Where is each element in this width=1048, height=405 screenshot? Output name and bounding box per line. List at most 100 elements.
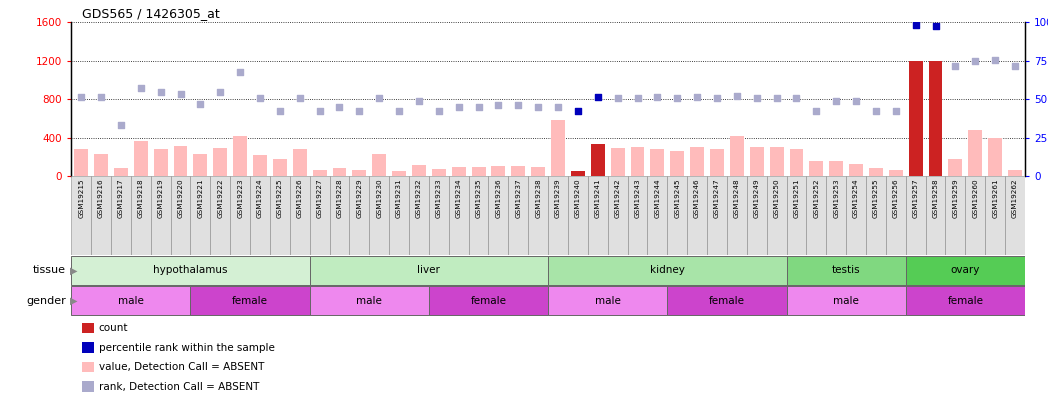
Bar [985, 176, 1005, 255]
Bar [905, 176, 925, 255]
Text: GSM19238: GSM19238 [536, 179, 541, 218]
Bar [749, 147, 764, 176]
Text: value, Detection Call = ABSENT: value, Detection Call = ABSENT [99, 362, 264, 372]
Bar [272, 159, 287, 176]
Point [689, 94, 705, 100]
Point [649, 94, 665, 100]
Bar [588, 176, 608, 255]
Point [868, 108, 885, 114]
Text: count: count [99, 324, 128, 333]
Bar [551, 120, 565, 176]
Text: GSM19217: GSM19217 [118, 179, 124, 218]
Bar [608, 176, 628, 255]
Text: GSM19221: GSM19221 [197, 179, 203, 218]
Bar [211, 176, 231, 255]
Point [72, 94, 89, 100]
Point [371, 95, 388, 102]
Text: GSM19239: GSM19239 [555, 179, 561, 218]
Text: ▶: ▶ [70, 265, 78, 275]
Point [252, 95, 268, 102]
Text: GSM19228: GSM19228 [336, 179, 343, 218]
Bar [548, 286, 668, 315]
Text: female: female [232, 296, 268, 306]
Bar [631, 147, 645, 176]
Point [768, 95, 785, 102]
Point [471, 104, 487, 110]
Point [708, 95, 725, 102]
Bar [432, 169, 445, 176]
Point [172, 91, 189, 98]
Bar [668, 286, 786, 315]
Bar [889, 171, 902, 176]
Bar [310, 176, 329, 255]
Bar [786, 286, 905, 315]
Bar [332, 168, 347, 176]
Bar [727, 176, 747, 255]
Text: GSM19229: GSM19229 [356, 179, 363, 218]
Bar [449, 176, 468, 255]
Bar [1005, 176, 1025, 255]
Bar [1008, 171, 1022, 176]
Point [451, 104, 467, 110]
Bar [568, 176, 588, 255]
Point [848, 98, 865, 104]
Point [589, 94, 606, 100]
Text: rank, Detection Call = ABSENT: rank, Detection Call = ABSENT [99, 382, 259, 392]
Point [888, 108, 904, 114]
Point [351, 108, 368, 114]
Text: ovary: ovary [951, 265, 980, 275]
Bar [191, 286, 310, 315]
Bar [194, 154, 208, 176]
Bar [866, 176, 886, 255]
Text: female: female [471, 296, 506, 306]
Point [271, 108, 288, 114]
Text: GSM19224: GSM19224 [257, 179, 263, 218]
Bar [71, 256, 310, 285]
Point [431, 108, 447, 114]
Point [967, 58, 984, 64]
Text: GSM19243: GSM19243 [634, 179, 640, 218]
Point [510, 102, 527, 108]
Bar [968, 130, 982, 176]
Bar [711, 149, 724, 176]
Bar [253, 155, 267, 176]
Text: male: male [833, 296, 859, 306]
Text: GSM19245: GSM19245 [674, 179, 680, 218]
Bar [769, 147, 784, 176]
Bar [747, 176, 767, 255]
Bar [528, 176, 548, 255]
Text: GSM19223: GSM19223 [237, 179, 243, 218]
Bar [591, 145, 605, 176]
Bar [809, 161, 824, 176]
Text: GSM19254: GSM19254 [853, 179, 859, 218]
Text: GSM19253: GSM19253 [833, 179, 839, 218]
Text: male: male [118, 296, 144, 306]
Point [927, 23, 944, 30]
Text: GSM19231: GSM19231 [396, 179, 402, 218]
Bar [329, 176, 349, 255]
Bar [628, 176, 648, 255]
Bar [548, 256, 786, 285]
Text: tissue: tissue [34, 265, 66, 275]
Bar [131, 176, 151, 255]
Bar [611, 148, 625, 176]
Text: GSM19244: GSM19244 [654, 179, 660, 218]
Bar [786, 176, 806, 255]
Bar [114, 168, 128, 176]
Text: GSM19240: GSM19240 [575, 179, 581, 218]
Bar [214, 148, 227, 176]
Bar [531, 166, 545, 176]
Point [908, 22, 924, 28]
Bar [312, 171, 327, 176]
Bar [372, 154, 386, 176]
Point [291, 95, 308, 102]
Point [569, 108, 586, 114]
Text: GSM19233: GSM19233 [436, 179, 442, 218]
Bar [310, 286, 429, 315]
Text: GSM19249: GSM19249 [754, 179, 760, 218]
Bar [71, 176, 91, 255]
Point [530, 104, 547, 110]
Bar [429, 176, 449, 255]
Text: GSM19225: GSM19225 [277, 179, 283, 218]
Point [669, 95, 685, 102]
